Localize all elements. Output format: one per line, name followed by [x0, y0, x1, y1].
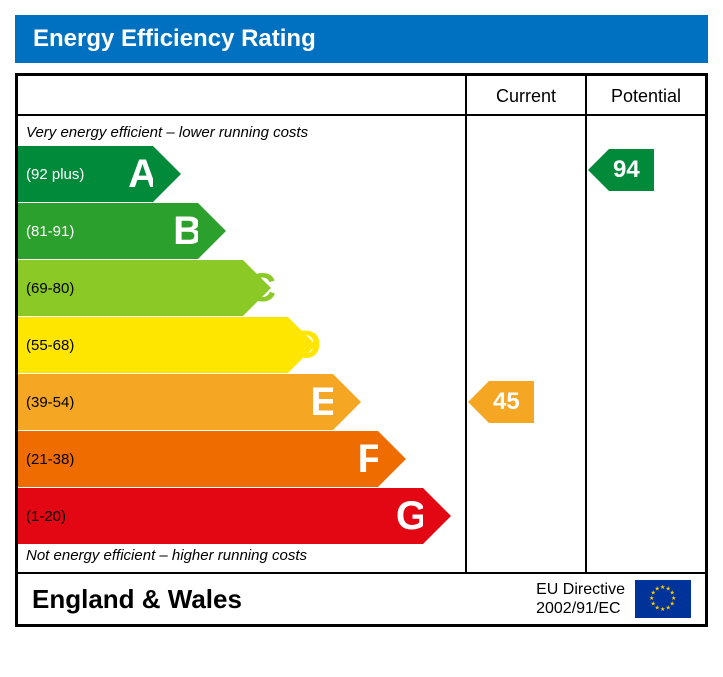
band-letter: E — [310, 374, 337, 430]
column-headers: Current Potential — [18, 76, 705, 116]
bars-area: Very energy efficient – lower running co… — [18, 116, 465, 572]
band-row-c: (69-80) C — [18, 260, 465, 316]
band-row-g: (1-20) G — [18, 488, 465, 544]
band-range: (81-91) — [26, 223, 74, 240]
band-row-a: (92 plus) A — [18, 146, 465, 202]
band-letter: B — [173, 203, 202, 259]
current-rating-value: 45 — [489, 381, 534, 423]
band-range: (55-68) — [26, 337, 74, 354]
band-row-b: (81-91) B — [18, 203, 465, 259]
epc-chart: Energy Efficiency Rating Current Potenti… — [15, 15, 708, 627]
band-bar-b: (81-91)B — [18, 203, 198, 259]
footer-country: England & Wales — [32, 584, 536, 615]
chart-body: Very energy efficient – lower running co… — [18, 116, 705, 572]
band-row-f: (21-38) F — [18, 431, 465, 487]
chart-title: Energy Efficiency Rating — [15, 15, 708, 63]
band-bar-a: (92 plus)A — [18, 146, 153, 202]
band-bar-g: (1-20)G — [18, 488, 423, 544]
note-bottom: Not energy efficient – higher running co… — [18, 545, 465, 568]
band-range: (39-54) — [26, 394, 74, 411]
band-letter: D — [292, 317, 321, 373]
potential-rating-value: 94 — [609, 149, 654, 191]
band-bar-f: (21-38)F — [18, 431, 378, 487]
band-letter: C — [247, 260, 276, 316]
current-rating-arrow: 45 — [489, 381, 546, 423]
band-range: (92 plus) — [26, 166, 84, 183]
band-row-e: (39-54) E — [18, 374, 465, 430]
band-bar-e: (39-54)E — [18, 374, 333, 430]
band-row-d: (55-68) D — [18, 317, 465, 373]
band-range: (1-20) — [26, 508, 66, 525]
band-bar-c: (69-80)C — [18, 260, 243, 316]
band-letter: A — [128, 146, 157, 202]
note-top: Very energy efficient – lower running co… — [18, 122, 465, 145]
band-range: (69-80) — [26, 280, 74, 297]
footer-directive: EU Directive 2002/91/EC — [536, 580, 625, 618]
eu-flag-icon: ★★★★★★★★★★★★ — [635, 580, 691, 618]
band-letter: F — [358, 431, 382, 487]
potential-column: 94 — [585, 116, 705, 572]
footer: England & Wales EU Directive 2002/91/EC … — [18, 572, 705, 624]
band-bar-d: (55-68)D — [18, 317, 288, 373]
potential-rating-arrow: 94 — [609, 149, 666, 191]
col-header-potential: Potential — [585, 76, 705, 116]
band-letter: G — [396, 488, 427, 544]
col-header-current: Current — [465, 76, 585, 116]
current-column: 45 — [465, 116, 585, 572]
band-range: (21-38) — [26, 451, 74, 468]
chart-frame: Current Potential Very energy efficient … — [15, 73, 708, 627]
